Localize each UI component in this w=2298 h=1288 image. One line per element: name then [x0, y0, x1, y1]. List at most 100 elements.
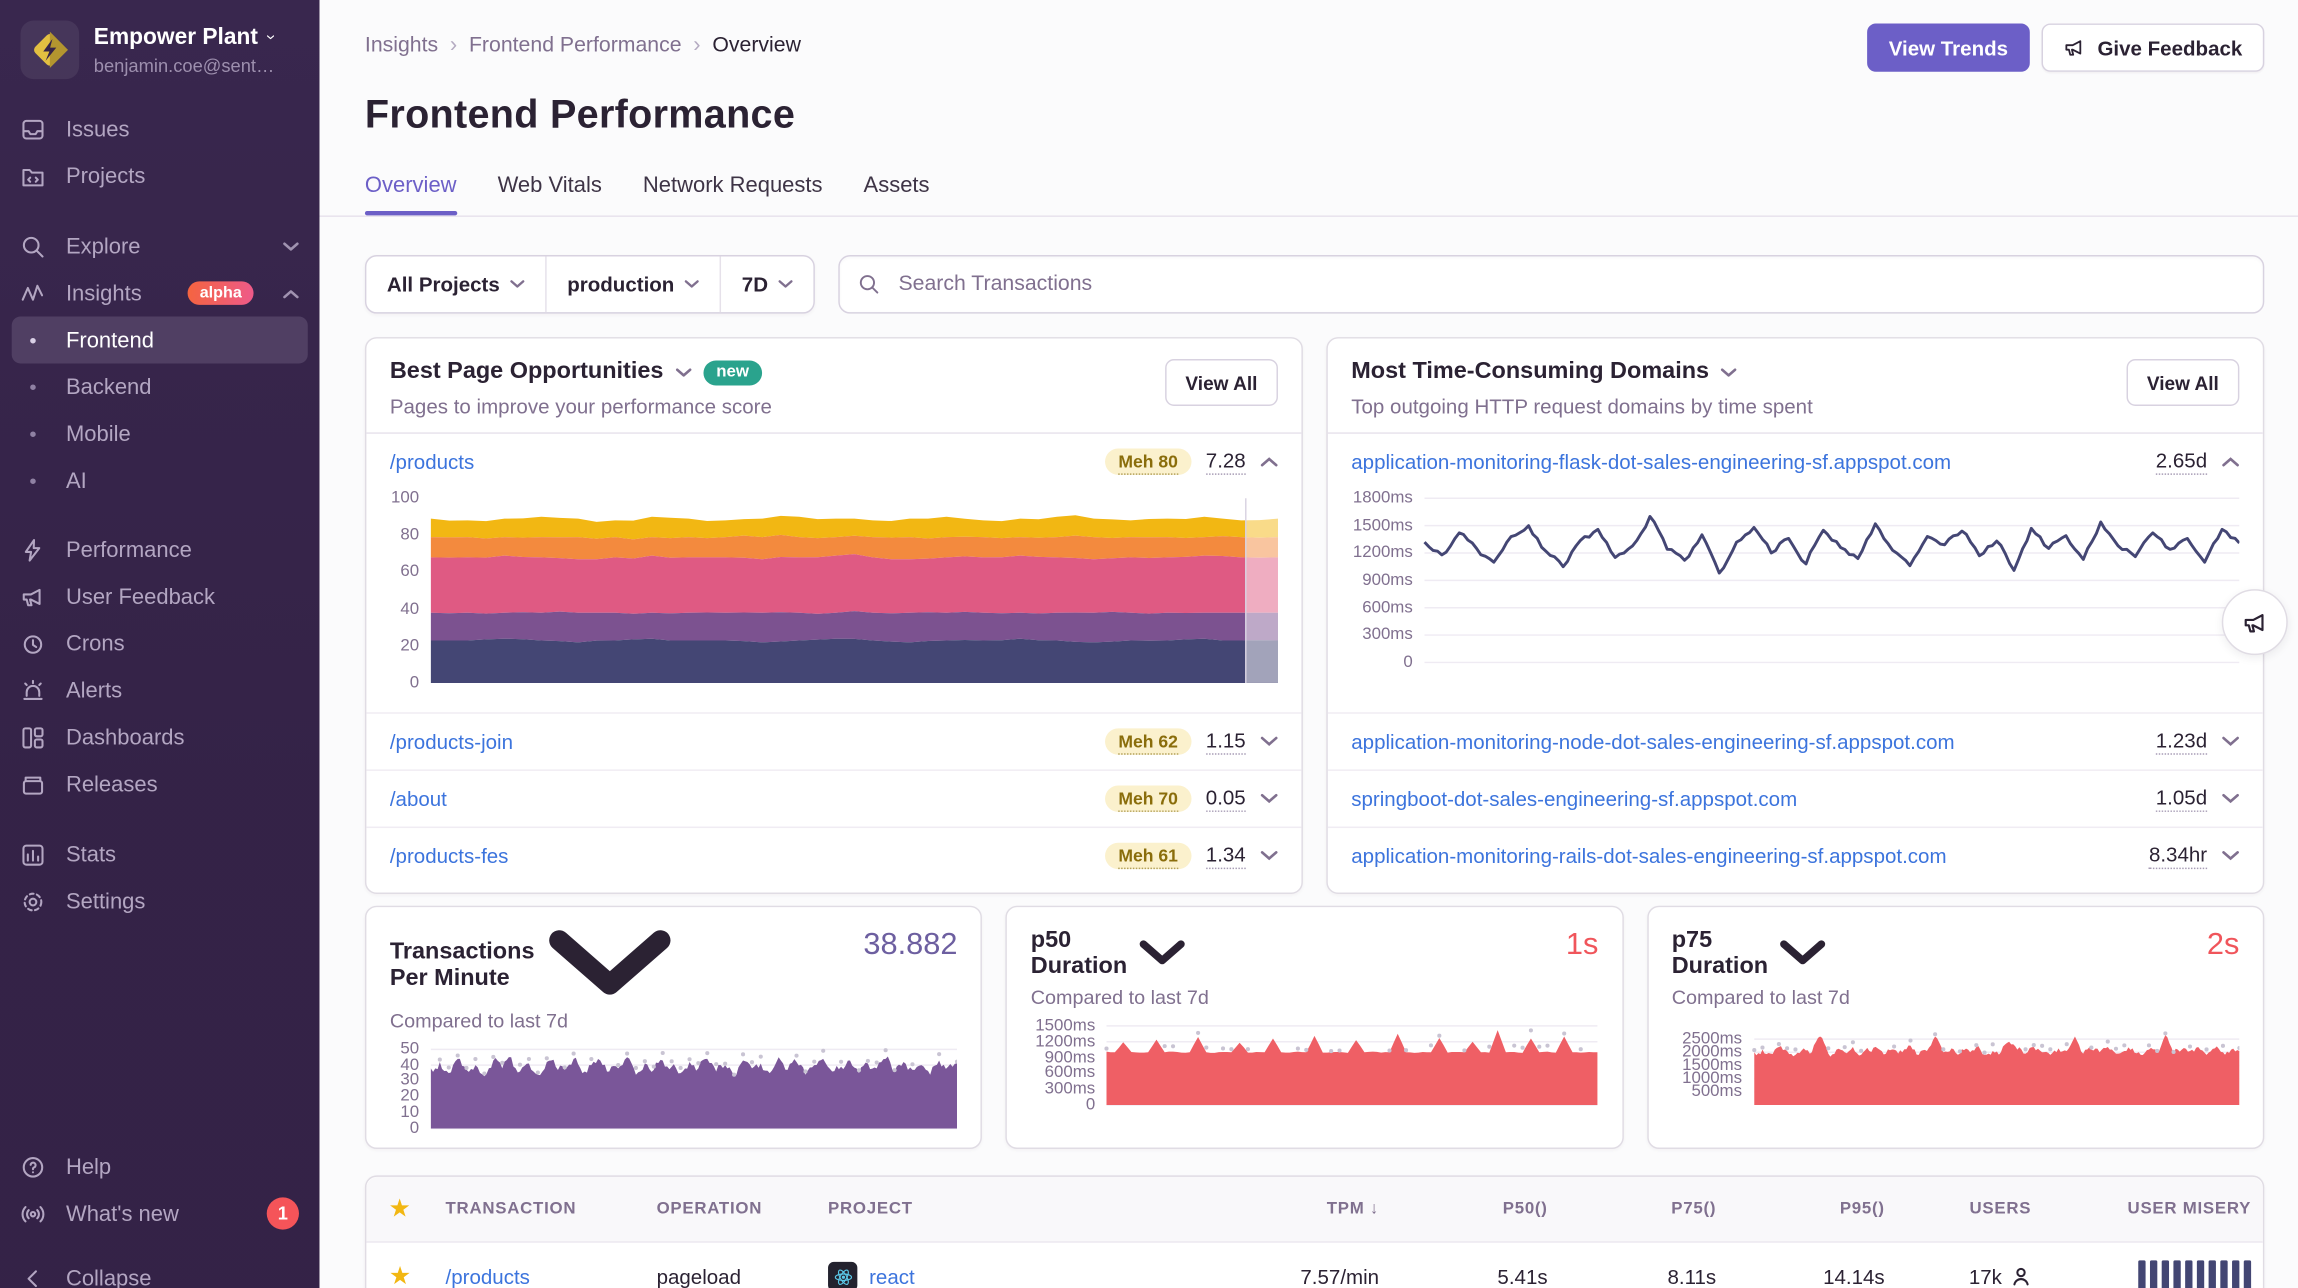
- sidebar-item-insights[interactable]: Insights alpha: [0, 270, 319, 317]
- domain-link[interactable]: application-monitoring-node-dot-sales-en…: [1351, 729, 1955, 754]
- opportunity-value[interactable]: 7.28: [1205, 448, 1246, 475]
- p75-area-chart: 500ms 1000ms 1500ms 2000ms 2500ms: [1663, 1017, 2239, 1125]
- page-link[interactable]: /about: [389, 787, 447, 811]
- sidebar-item-frontend[interactable]: • Frontend: [11, 316, 308, 364]
- breadcrumb-frontend-performance[interactable]: Frontend Performance: [468, 32, 682, 57]
- score-badge[interactable]: Meh 61: [1105, 842, 1192, 870]
- tpm-area-chart: 0 10 20 30 40 50: [381, 1040, 958, 1148]
- org-switcher[interactable]: Empower Plant benjamin.coe@sent…: [0, 0, 319, 94]
- sidebar-item-performance[interactable]: Performance: [0, 526, 319, 573]
- chevron-down-icon[interactable]: [546, 928, 672, 1004]
- project-filter-dropdown[interactable]: All Projects: [366, 256, 545, 312]
- users-cell: 17k: [1896, 1265, 2043, 1288]
- time-spent-value[interactable]: 1.05d: [2155, 786, 2208, 812]
- collapse-row-icon[interactable]: [1260, 456, 1278, 468]
- view-trends-button[interactable]: View Trends: [1866, 23, 2031, 72]
- breadcrumb-insights[interactable]: Insights: [364, 32, 439, 57]
- sidebar-item-whats-new[interactable]: What's new 1: [0, 1190, 319, 1237]
- score-badge[interactable]: Meh 62: [1105, 728, 1192, 755]
- domain-row-rails: application-monitoring-rails-dot-sales-e…: [1327, 826, 2263, 884]
- domain-row-flask: application-monitoring-flask-dot-sales-e…: [1328, 434, 2263, 490]
- expand-row-icon[interactable]: [2222, 850, 2240, 862]
- environment-filter-dropdown[interactable]: production: [545, 256, 720, 313]
- expand-row-icon[interactable]: [1260, 793, 1278, 805]
- tab-assets[interactable]: Assets: [863, 172, 930, 198]
- sidebar-item-dashboards[interactable]: Dashboards: [0, 714, 319, 761]
- page-link[interactable]: /products: [389, 449, 475, 474]
- axis-tick-label: 20: [400, 637, 420, 655]
- domain-link[interactable]: application-monitoring-flask-dot-sales-e…: [1351, 449, 1952, 474]
- sidebar-collapse-button[interactable]: Collapse: [0, 1255, 319, 1288]
- favorite-star-button[interactable]: ★: [388, 1261, 412, 1288]
- sidebar-item-crons[interactable]: Crons: [0, 620, 319, 667]
- sidebar-item-alerts[interactable]: Alerts: [0, 667, 319, 714]
- expand-row-icon[interactable]: [1260, 736, 1278, 748]
- card-title: Most Time-Consuming Domains: [1351, 359, 1710, 384]
- issues-icon: [22, 119, 44, 139]
- org-logo: [20, 20, 80, 80]
- view-all-domains-button[interactable]: View All: [2126, 359, 2240, 406]
- col-project[interactable]: PROJECT: [828, 1200, 913, 1218]
- view-all-pages-button[interactable]: View All: [1164, 359, 1278, 406]
- col-p75[interactable]: P75(): [1671, 1200, 1717, 1218]
- col-transaction[interactable]: TRANSACTION: [445, 1200, 577, 1218]
- sidebar-item-explore[interactable]: Explore: [0, 223, 319, 270]
- axis-tick-label: 500ms: [1691, 1083, 1743, 1101]
- megaphone-icon: [2065, 40, 2082, 56]
- chevron-down-icon[interactable]: [675, 367, 691, 377]
- page-link[interactable]: /products-fes: [389, 844, 509, 868]
- score-badge[interactable]: Meh 70: [1105, 785, 1192, 812]
- col-p50[interactable]: P50(): [1502, 1200, 1548, 1218]
- give-feedback-button[interactable]: Give Feedback: [2041, 23, 2265, 72]
- axis-tick-label: 1500ms: [1035, 1017, 1096, 1035]
- axis-tick-label: 100: [391, 489, 420, 508]
- axis-tick-label: 0: [1403, 653, 1413, 672]
- sidebar-item-help[interactable]: Help: [0, 1143, 319, 1190]
- chevron-down-icon[interactable]: [1721, 367, 1737, 377]
- expand-row-icon[interactable]: [2222, 793, 2240, 805]
- page-row-products: /products Meh 80 7.28: [366, 434, 1301, 490]
- time-spent-value[interactable]: 8.34hr: [2148, 843, 2208, 870]
- chevron-down-icon[interactable]: [1780, 940, 1827, 968]
- sidebar-footer: Help What's new 1 Collapse: [0, 1143, 319, 1288]
- opportunity-value[interactable]: 1.15: [1205, 728, 1246, 755]
- project-cell[interactable]: react: [816, 1261, 1229, 1288]
- sidebar-item-stats[interactable]: Stats: [0, 831, 319, 878]
- opportunity-value[interactable]: 0.05: [1205, 786, 1246, 812]
- domain-link[interactable]: springboot-dot-sales-engineering-sf.apps…: [1351, 787, 1798, 811]
- col-p95[interactable]: P95(): [1839, 1200, 1885, 1218]
- sidebar-item-user-feedback[interactable]: User Feedback: [0, 573, 319, 620]
- sidebar-item-releases[interactable]: Releases: [0, 761, 319, 808]
- tab-web-vitals[interactable]: Web Vitals: [497, 172, 602, 198]
- transaction-link[interactable]: /products: [445, 1264, 530, 1288]
- collapse-row-icon[interactable]: [2222, 456, 2240, 468]
- metric-value: 1s: [1565, 927, 1599, 962]
- page-link[interactable]: /products-join: [389, 729, 514, 754]
- opportunity-value[interactable]: 1.34: [1205, 843, 1246, 870]
- chevron-down-icon[interactable]: [1139, 940, 1186, 968]
- axis-tick-label: 600ms: [1362, 598, 1413, 617]
- axis-tick-label: 600ms: [1044, 1064, 1096, 1083]
- floating-feedback-button[interactable]: [2221, 589, 2288, 656]
- date-range-dropdown[interactable]: 7D: [719, 256, 814, 313]
- col-tpm-sorted[interactable]: TPM ↓: [1326, 1200, 1380, 1218]
- time-spent-value[interactable]: 2.65d: [2155, 448, 2208, 475]
- col-user-misery[interactable]: USER MISERY: [2127, 1200, 2252, 1218]
- sidebar-item-issues[interactable]: Issues: [0, 106, 319, 153]
- score-badge[interactable]: Meh 80: [1105, 448, 1192, 475]
- sidebar-item-mobile[interactable]: • Mobile: [0, 410, 319, 457]
- col-users[interactable]: USERS: [1969, 1200, 2032, 1218]
- sidebar-item-projects[interactable]: Projects: [0, 152, 319, 199]
- tab-overview[interactable]: Overview: [364, 173, 457, 216]
- col-operation[interactable]: OPERATION: [656, 1200, 763, 1218]
- search-transactions-input[interactable]: [895, 271, 2246, 298]
- tab-network-requests[interactable]: Network Requests: [642, 172, 823, 198]
- time-spent-value[interactable]: 1.23d: [2155, 728, 2208, 755]
- expand-row-icon[interactable]: [2222, 736, 2240, 748]
- sidebar-item-settings[interactable]: Settings: [0, 878, 319, 925]
- domain-link[interactable]: application-monitoring-rails-dot-sales-e…: [1351, 844, 1947, 868]
- expand-row-icon[interactable]: [1260, 850, 1278, 862]
- sidebar-item-backend[interactable]: • Backend: [0, 363, 319, 410]
- sidebar: Empower Plant benjamin.coe@sent… Issues …: [0, 0, 320, 1288]
- sidebar-item-ai[interactable]: • AI: [0, 457, 319, 504]
